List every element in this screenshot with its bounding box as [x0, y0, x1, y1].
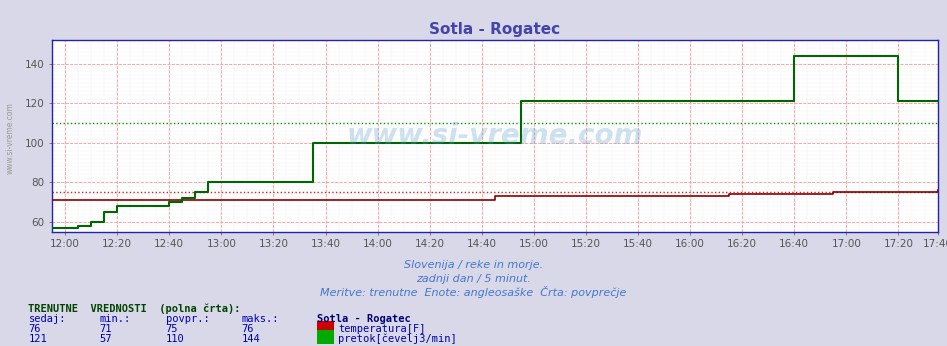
Text: temperatura[F]: temperatura[F] [338, 324, 425, 334]
Text: 110: 110 [166, 334, 185, 344]
Text: Sotla - Rogatec: Sotla - Rogatec [317, 315, 411, 325]
Text: sedaj:: sedaj: [28, 315, 66, 325]
Text: 144: 144 [241, 334, 260, 344]
Text: 71: 71 [99, 324, 112, 334]
Text: Slovenija / reke in morje.: Slovenija / reke in morje. [404, 260, 543, 270]
Title: Sotla - Rogatec: Sotla - Rogatec [429, 22, 561, 37]
Text: www.si-vreme.com: www.si-vreme.com [6, 102, 15, 174]
Text: TRENUTNE  VREDNOSTI  (polna črta):: TRENUTNE VREDNOSTI (polna črta): [28, 303, 241, 314]
Text: pretok[čevelj3/min]: pretok[čevelj3/min] [338, 333, 456, 344]
Text: 121: 121 [28, 334, 47, 344]
Text: maks.:: maks.: [241, 315, 279, 325]
Text: 76: 76 [241, 324, 254, 334]
Text: www.si-vreme.com: www.si-vreme.com [347, 122, 643, 150]
Text: 75: 75 [166, 324, 178, 334]
Text: min.:: min.: [99, 315, 131, 325]
Text: Meritve: trenutne  Enote: angleosaške  Črta: povprečje: Meritve: trenutne Enote: angleosaške Črt… [320, 286, 627, 298]
Text: zadnji dan / 5 minut.: zadnji dan / 5 minut. [416, 274, 531, 284]
Text: povpr.:: povpr.: [166, 315, 209, 325]
Text: 76: 76 [28, 324, 41, 334]
Text: 57: 57 [99, 334, 112, 344]
